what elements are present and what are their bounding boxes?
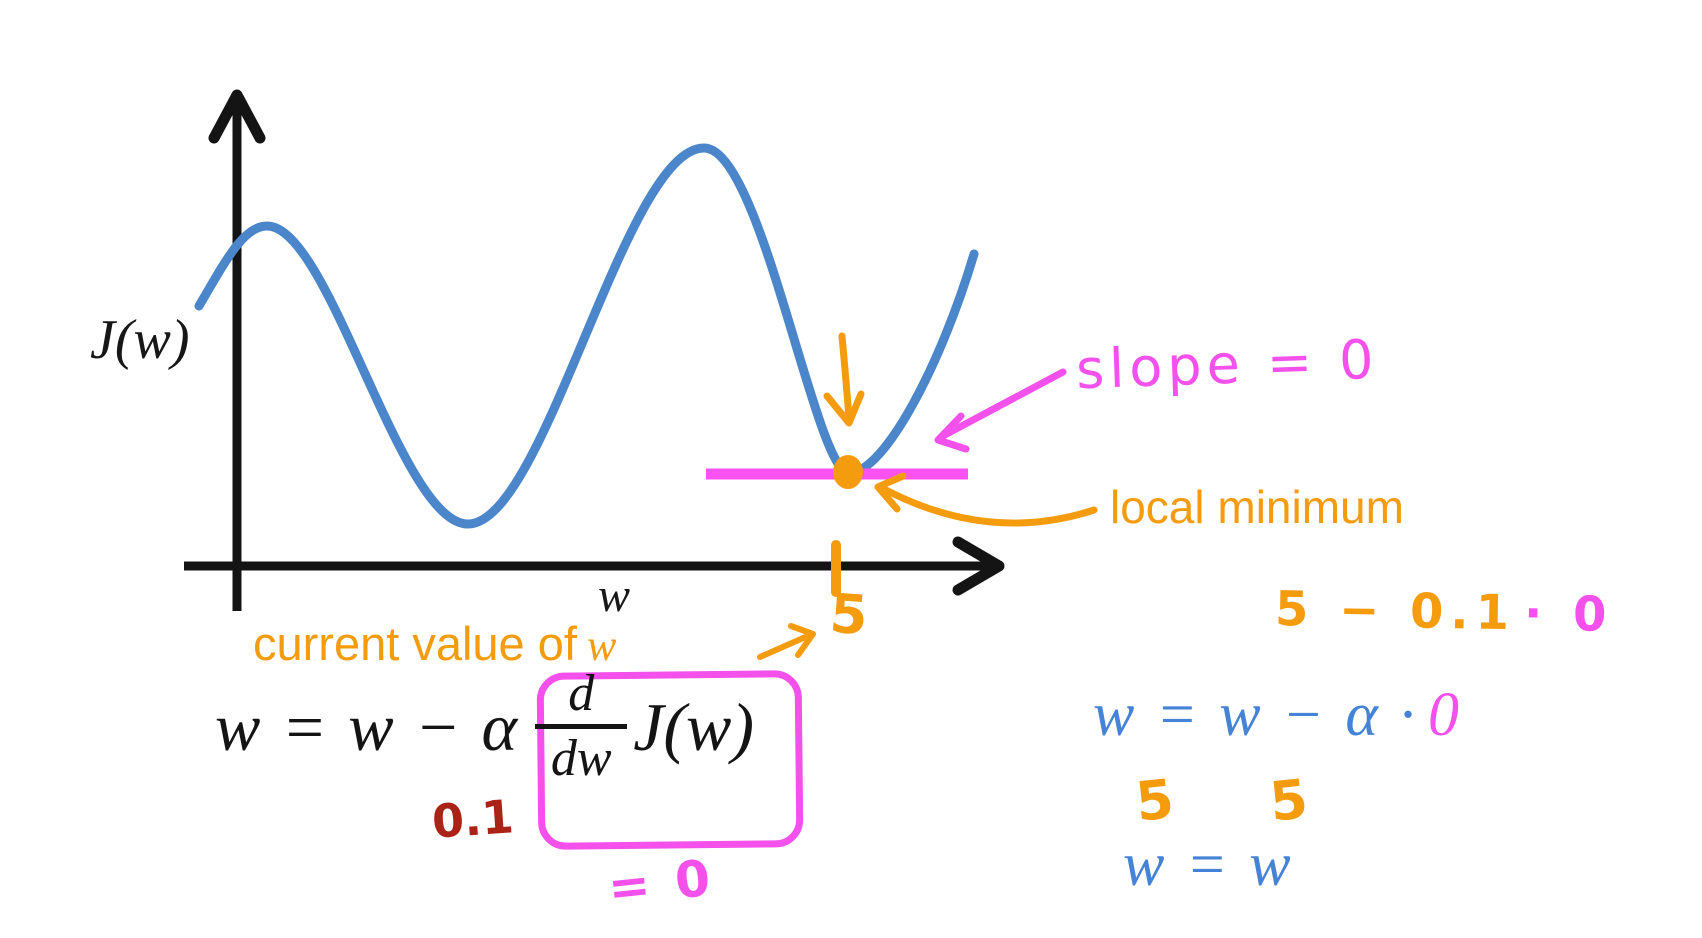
x-axis-label: w <box>598 569 631 622</box>
result-equation: w = w <box>1123 831 1294 899</box>
w-value-right: 5 <box>1266 767 1311 834</box>
derivative-fraction: d dw <box>535 665 628 787</box>
down-arrowhead-icon <box>823 390 865 427</box>
local-minimum-annotation: local minimum <box>1110 481 1404 533</box>
x-axis-arrowhead-icon <box>952 536 1005 596</box>
w-value-left: 5 <box>1132 767 1177 834</box>
local-min-arrow-icon <box>878 484 1098 527</box>
slope-annotation: slope = 0 <box>1074 327 1380 402</box>
down-arrow-icon <box>838 332 853 422</box>
update-rule-formula: w = w − α d dw J(w) <box>215 668 754 785</box>
current-value-text: current value of <box>253 617 577 670</box>
fraction-numerator: d <box>568 665 595 722</box>
fraction-denominator: dw <box>550 730 612 787</box>
formula-lhs: w = w − α <box>215 688 520 765</box>
slope-arrow-icon <box>937 368 1067 441</box>
derivative-box <box>536 670 804 850</box>
minimum-point <box>833 455 863 489</box>
substitution-magenta: · 0 <box>1523 585 1614 643</box>
current-value-arrowhead-icon <box>788 623 816 658</box>
substitution-orange: 5 − 0.1 <box>1274 581 1517 642</box>
substitution-line: 5 − 0.1 · 0 <box>1275 581 1614 643</box>
current-value-annotation: current value of w <box>253 620 616 668</box>
learning-rate-value: 0.1 <box>430 789 516 849</box>
y-axis-label: J(w) <box>90 309 190 371</box>
current-value-variable: w <box>586 621 617 670</box>
local-min-arrowhead-icon <box>874 472 907 513</box>
slope-arrowhead-icon <box>934 412 970 453</box>
tick-label: 5 <box>827 581 870 648</box>
derivative-equals-zero: = 0 <box>605 848 717 918</box>
y-axis-arrowhead-icon <box>208 89 266 144</box>
equation-blue-part: w = w − α · <box>1093 681 1418 749</box>
fraction-bar <box>535 724 628 729</box>
equation-line: w = w − α · 0 <box>1093 684 1462 746</box>
current-value-arrow-icon <box>757 632 813 660</box>
cost-function-term: J(w) <box>633 688 755 765</box>
equation-zero: 0 <box>1427 681 1462 749</box>
